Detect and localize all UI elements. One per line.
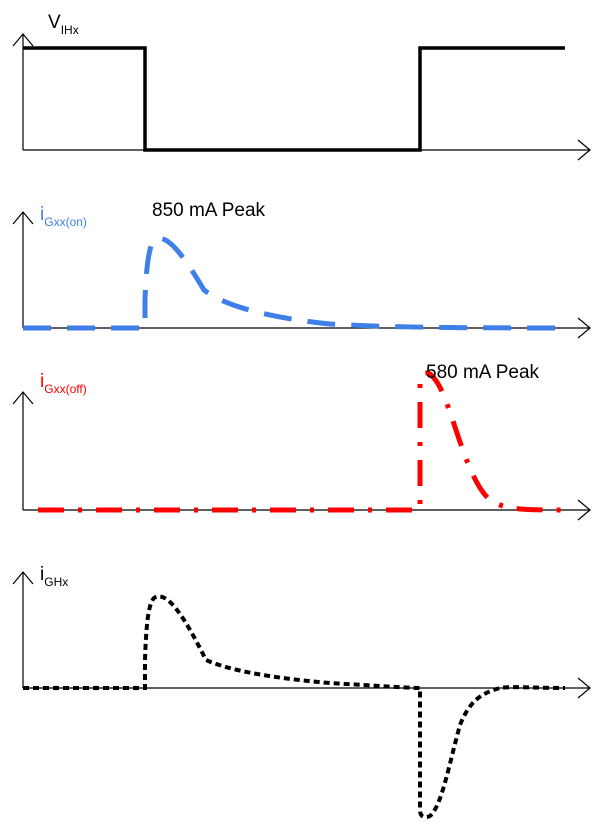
on-label: iGxx(on) xyxy=(40,204,87,229)
off-y-arrow xyxy=(12,391,34,405)
vihx-label: VIHx xyxy=(48,12,79,37)
vihx-x-arrow xyxy=(577,139,591,161)
panel-igxx-off: iGxx(off) 580 mA Peak xyxy=(12,362,591,521)
off-peak-label: 580 mA Peak xyxy=(426,362,540,383)
ghx-label: iGHx xyxy=(40,564,68,589)
panel-vihx: VIHx xyxy=(12,12,591,161)
vihx-y-arrow xyxy=(12,33,34,47)
off-x-arrow xyxy=(577,499,591,521)
on-x-arrow xyxy=(577,317,591,339)
ghx-x-arrow xyxy=(577,677,591,699)
vihx-waveform xyxy=(23,46,565,152)
on-peak-label: 850 mA Peak xyxy=(152,200,266,221)
panel-ighx: iGHx xyxy=(12,564,591,820)
panel-igxx-on: iGxx(on) 850 mA Peak xyxy=(12,200,591,339)
off-label: iGxx(off) xyxy=(40,371,87,396)
off-waveform xyxy=(38,370,566,513)
ghx-waveform xyxy=(23,594,566,820)
ghx-y-arrow xyxy=(12,571,34,585)
on-y-arrow xyxy=(12,211,34,225)
on-waveform xyxy=(23,235,566,331)
